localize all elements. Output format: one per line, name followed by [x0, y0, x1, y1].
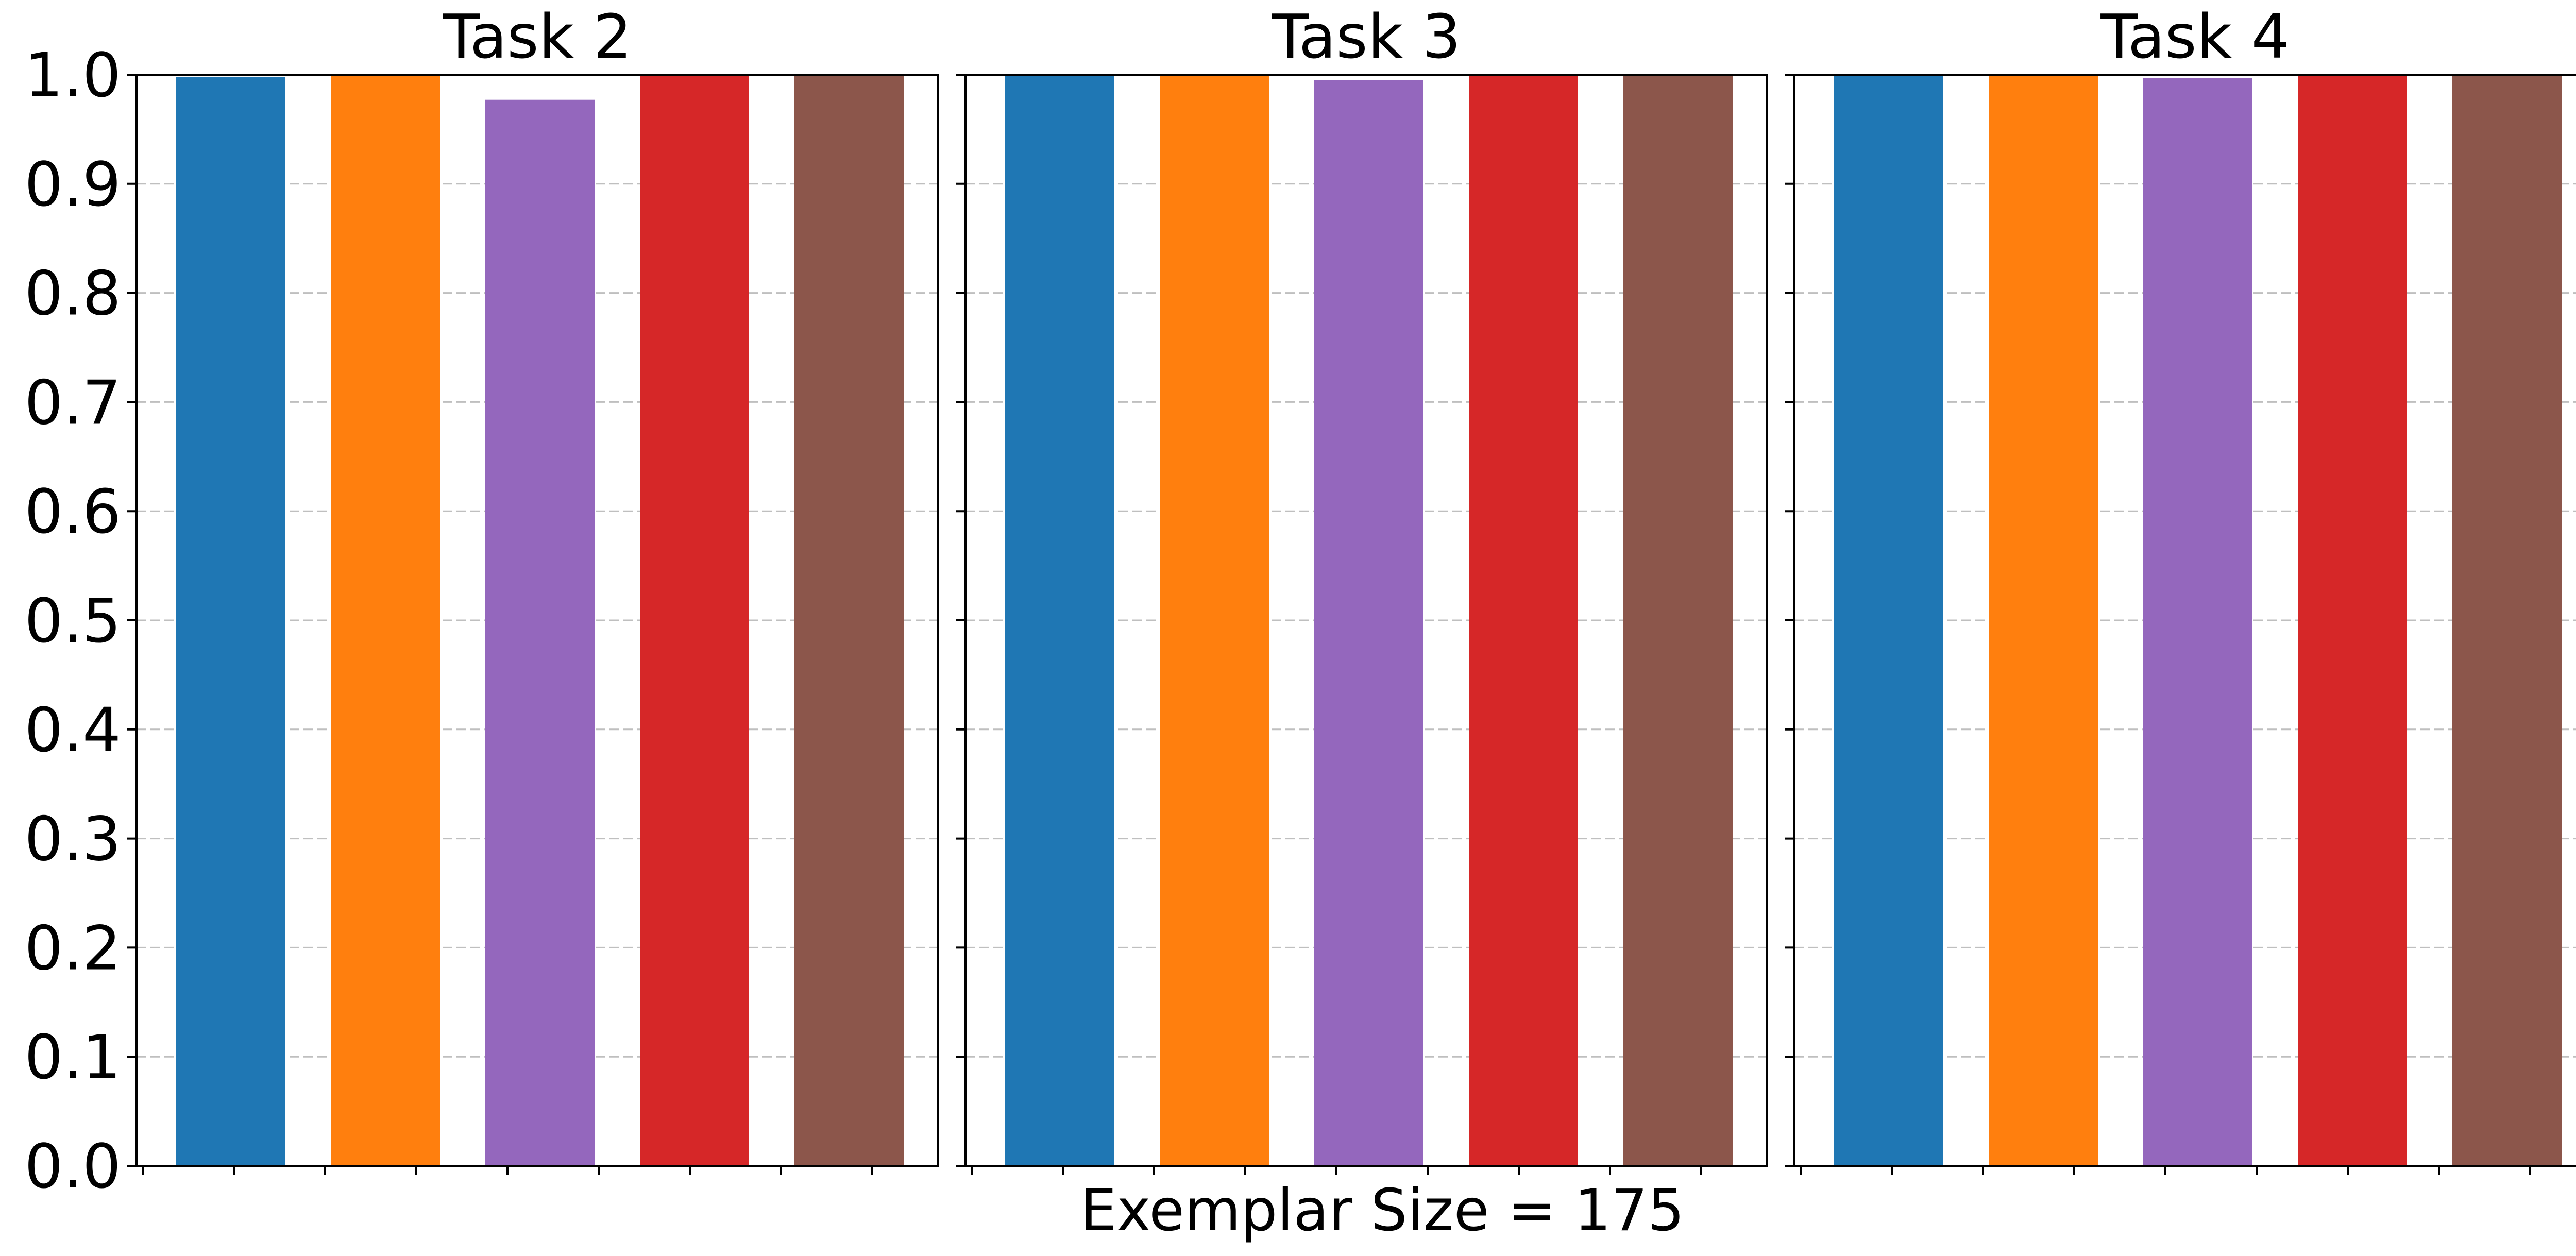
bar-2-3	[1314, 80, 1423, 1166]
bar-1-1	[176, 77, 285, 1166]
y-tick-label: 1.0	[24, 40, 121, 111]
bar-3-5	[2452, 75, 2562, 1166]
bar-2-4	[1469, 75, 1578, 1166]
x-axis-label: Exemplar Size = 175	[1080, 1177, 1685, 1244]
chart-panel-2: Task 3	[956, 1, 1768, 1175]
bar-1-4	[640, 75, 749, 1166]
bar-3-1	[1834, 75, 1943, 1166]
bar-2-2	[1160, 75, 1269, 1166]
y-tick-label: 0.9	[24, 149, 121, 220]
bar-1-3	[485, 99, 595, 1166]
y-tick-label: 0.1	[24, 1022, 121, 1093]
bar-3-4	[2298, 75, 2407, 1166]
y-tick-label: 0.4	[24, 694, 121, 766]
y-tick-label: 0.2	[24, 912, 121, 983]
panel-title: Task 2	[442, 1, 632, 72]
y-tick-label: 0.0	[24, 1131, 121, 1202]
bar-3-3	[2143, 78, 2252, 1166]
bar-2-5	[1623, 75, 1733, 1166]
bar-3-2	[1989, 75, 2098, 1166]
chart-panel-3: Task 4	[1785, 1, 2576, 1175]
y-tick-label: 0.5	[24, 585, 121, 656]
y-tick-label: 0.8	[24, 258, 121, 329]
y-tick-label: 0.6	[24, 476, 121, 547]
bar-2-1	[1005, 75, 1114, 1166]
y-tick-label: 0.7	[24, 367, 121, 438]
panel-title: Task 3	[1271, 1, 1461, 72]
panels-group: 0.0 0.1 0.2 0.3 0.4 0.5 0.6 0.7 0.8 0.9 1.0 Task 2 T…	[24, 1, 2576, 1202]
chart-panel-1: 0.0 0.1 0.2 0.3 0.4 0.5 0.6 0.7 0.8 0.9 1.0 Task 2	[24, 1, 939, 1202]
bar-1-5	[794, 75, 904, 1166]
y-tick-label: 0.3	[24, 804, 121, 875]
panel-title: Task 4	[2100, 1, 2290, 72]
bar-1-2	[331, 76, 440, 1166]
